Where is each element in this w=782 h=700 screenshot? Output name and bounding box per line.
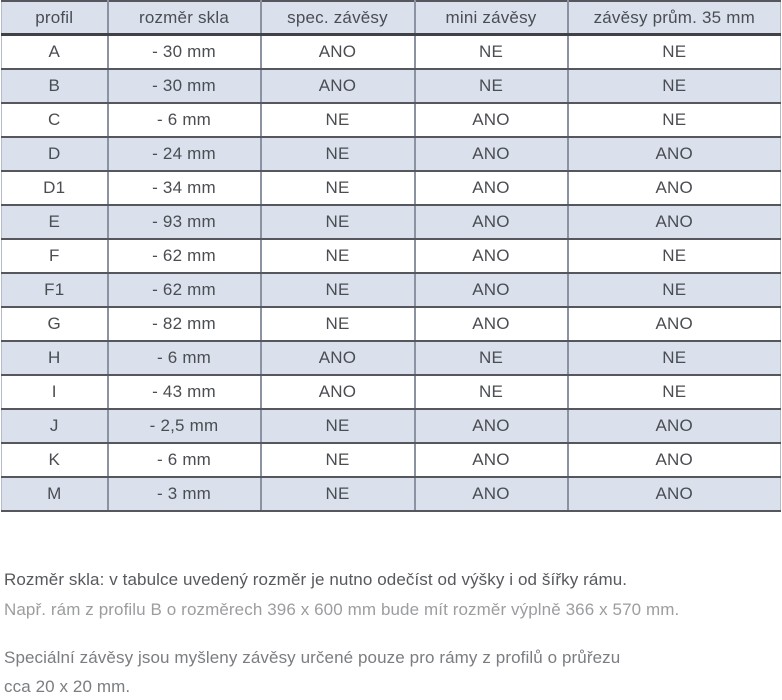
table-row: K- 6 mm NE ANO ANO [1,442,781,478]
value-cell: ANO [413,408,569,444]
note-glass-size-line2: Např. rám z profilu B o rozměrech 396 x … [4,600,680,619]
value-cell: NE [566,102,781,138]
value-cell: ANO [259,33,416,70]
value-cell: - 30 mm [106,68,262,104]
value-cell: ANO [413,306,569,342]
value-cell: NE [259,408,416,444]
note-special-hinges-line1: Speciální závěsy jsou myšleny závěsy urč… [4,648,621,667]
value-cell: NE [259,238,416,274]
col-header-mini-zavesy: mini závěsy [413,0,569,36]
table-row: C- 6 mm NE ANO NE [1,102,781,138]
value-cell: ANO [566,204,781,240]
value-cell: NE [259,272,416,308]
value-cell: - 6 mm [106,340,262,376]
value-cell: - 62 mm [106,238,262,274]
note-special-hinges-line2: cca 20 x 20 mm. [4,677,131,696]
table-row: A- 30 mm ANO NE NE [1,33,781,70]
table-row: F1- 62 mm NE ANO NE [1,272,781,308]
value-cell: NE [259,306,416,342]
value-cell: NE [566,33,781,70]
table-row: B- 30 mm ANO NE NE [1,68,781,104]
value-cell: NE [413,340,569,376]
col-header-spec-zavesy: spec. závěsy [259,0,416,36]
profile-cell: A [1,33,109,70]
profile-cell: D [1,136,109,172]
value-cell: NE [566,68,781,104]
table-row: M- 3 mm NE ANO ANO [1,476,781,512]
value-cell: ANO [566,136,781,172]
value-cell: NE [413,33,569,70]
value-cell: NE [259,102,416,138]
value-cell: ANO [566,306,781,342]
table-row: F- 62 mm NE ANO NE [1,238,781,274]
table-row: E- 93 mm NE ANO ANO [1,204,781,240]
value-cell: NE [413,374,569,410]
profile-cell: M [1,476,109,512]
value-cell: - 93 mm [106,204,262,240]
value-cell: ANO [566,408,781,444]
value-cell: NE [566,272,781,308]
value-cell: NE [259,204,416,240]
table-row: D- 24 mm NE ANO ANO [1,136,781,172]
value-cell: ANO [413,476,569,512]
value-cell: - 3 mm [106,476,262,512]
col-header-profil: profil [1,0,109,36]
value-cell: NE [259,170,416,206]
value-cell: NE [259,442,416,478]
value-cell: ANO [566,442,781,478]
profile-cell: K [1,442,109,478]
value-cell: ANO [259,68,416,104]
value-cell: - 2,5 mm [106,408,262,444]
value-cell: - 6 mm [106,442,262,478]
value-cell: ANO [259,374,416,410]
table-body: A- 30 mm ANO NE NE B - 30 mm ANO NE NE C - 6 mm NE A… [1,33,781,512]
profile-cell: B [1,68,109,104]
value-cell: - 24 mm [106,136,262,172]
value-cell: ANO [413,102,569,138]
value-cell: NE [259,476,416,512]
value-cell: ANO [413,272,569,308]
value-cell: ANO [413,442,569,478]
profile-cell: G [1,306,109,342]
profile-cell: C [1,102,109,138]
value-cell: ANO [413,238,569,274]
value-cell: ANO [413,136,569,172]
table-row: D1- 34 mm NE ANO ANO [1,170,781,206]
value-cell: NE [566,238,781,274]
table-row: H- 6 mm ANO NE NE [1,340,781,376]
value-cell: NE [259,136,416,172]
profile-cell: E [1,204,109,240]
value-cell: ANO [566,170,781,206]
col-header-zavesy-prum: závěsy prům. 35 mm [566,0,781,36]
profile-cell: F1 [1,272,109,308]
value-cell: ANO [566,476,781,512]
value-cell: - 62 mm [106,272,262,308]
col-header-rozmer-skla: rozměr skla [106,0,262,36]
table-row: I- 43 mm ANO NE NE [1,374,781,410]
profile-cell: H [1,340,109,376]
value-cell: ANO [259,340,416,376]
value-cell: - 43 mm [106,374,262,410]
profile-cell: D1 [1,170,109,206]
value-cell: - 82 mm [106,306,262,342]
value-cell: NE [413,68,569,104]
value-cell: NE [566,374,781,410]
value-cell: NE [566,340,781,376]
value-cell: ANO [413,170,569,206]
table-header-row: profil rozměr skla spec. závěsy mini záv… [1,0,781,36]
profiles-table: profil rozměr skla spec. závěsy mini záv… [1,0,781,512]
note-glass-size-line1: Rozměr skla: v tabulce uvedený rozměr je… [4,570,628,589]
value-cell: - 30 mm [106,33,262,70]
profile-cell: J [1,408,109,444]
value-cell: - 6 mm [106,102,262,138]
profile-cell: F [1,238,109,274]
profile-cell: I [1,374,109,410]
value-cell: - 34 mm [106,170,262,206]
table-row: G- 82 mm NE ANO ANO [1,306,781,342]
table-row: J- 2,5 mm NE ANO ANO [1,408,781,444]
value-cell: ANO [413,204,569,240]
